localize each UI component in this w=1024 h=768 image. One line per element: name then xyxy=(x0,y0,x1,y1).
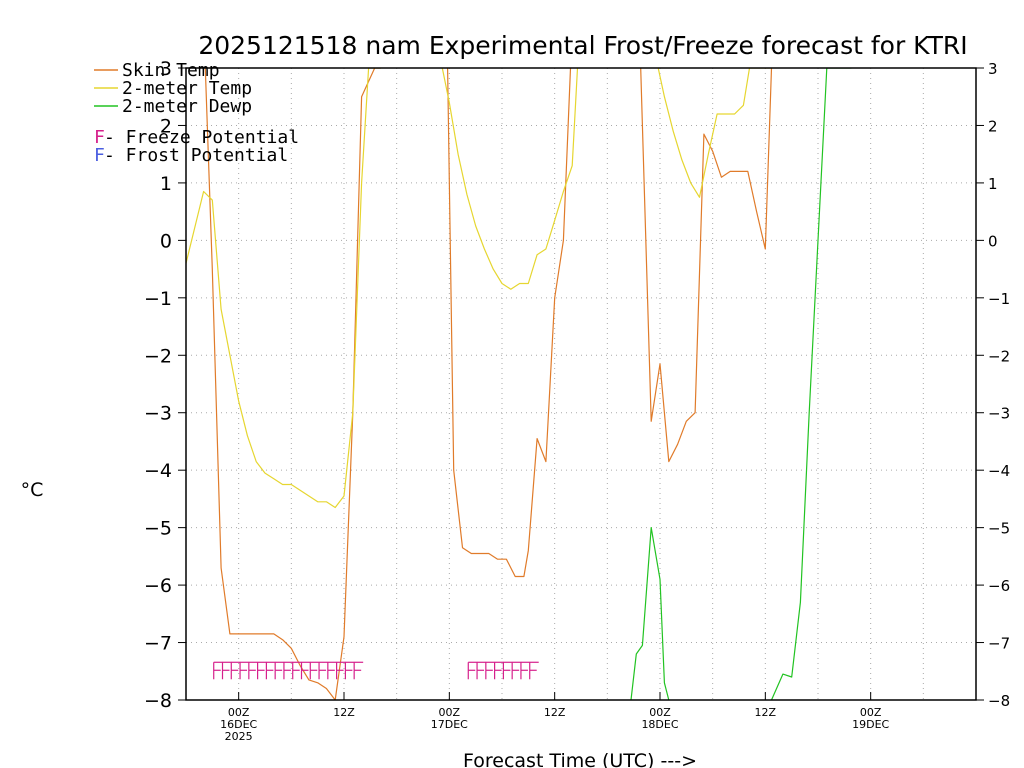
freeze-potential-marker xyxy=(494,661,504,680)
x-axis-label: Forecast Time (UTC) ---> xyxy=(463,750,697,768)
plot-frame xyxy=(185,67,977,701)
y-tick-label-right: −7 xyxy=(988,635,1010,653)
x-tick-label: 00Z xyxy=(649,706,671,719)
freeze-potential-markers xyxy=(213,661,539,680)
freeze-potential-marker xyxy=(336,661,346,680)
x-tick-label: 18DEC xyxy=(641,718,678,731)
legend-potential-label: - Freeze Potential xyxy=(104,127,299,148)
y-tick-label: −5 xyxy=(144,518,172,540)
freeze-potential-marker xyxy=(318,661,329,680)
series-2-meter-temp xyxy=(441,68,579,290)
y-tick-label: −2 xyxy=(144,345,172,367)
freeze-potential-marker xyxy=(221,661,232,680)
y-tick-label: −8 xyxy=(144,690,172,712)
legend-potential-symbol: F xyxy=(94,127,105,148)
x-tick-label: 12Z xyxy=(544,706,566,719)
y-tick-label-right: 1 xyxy=(988,175,998,193)
freeze-potential-marker xyxy=(529,661,539,680)
freeze-potential-marker xyxy=(274,661,285,680)
series-2-meter-dewp xyxy=(630,526,670,700)
x-tick-label: 12Z xyxy=(333,706,355,719)
y-tick-label: −1 xyxy=(144,288,172,310)
x-tick-label: 00Z xyxy=(860,706,882,719)
y-tick-label-right: −8 xyxy=(988,692,1010,710)
series-skin-temp xyxy=(640,68,773,463)
y-tick-label: −4 xyxy=(144,460,172,482)
x-tick-label: 00Z xyxy=(228,706,250,719)
y-axis-label: °C xyxy=(21,479,44,501)
y-tick-label-right: −3 xyxy=(988,405,1010,423)
y-tick-label-right: 3 xyxy=(988,60,998,78)
y-tick-label: 2 xyxy=(160,115,172,137)
y-tick-label-right: −5 xyxy=(988,520,1010,538)
y-tick-label-right: −2 xyxy=(988,347,1010,365)
x-tick-label: 19DEC xyxy=(852,718,889,731)
x-tick-label: 2025 xyxy=(225,730,253,743)
freeze-potential-marker xyxy=(467,661,478,680)
y-tick-label-right: −6 xyxy=(988,577,1010,595)
freeze-potential-marker xyxy=(476,661,487,680)
freeze-potential-marker xyxy=(265,661,276,680)
freeze-potential-marker xyxy=(248,661,258,680)
series-2-meter-temp xyxy=(657,68,772,198)
y-tick-label-right: −1 xyxy=(988,290,1010,308)
legend-potential-label: - Frost Potential xyxy=(104,145,288,166)
freeze-potential-marker xyxy=(502,661,513,680)
y-tick-label: −7 xyxy=(144,633,172,655)
freeze-potential-marker xyxy=(353,661,364,680)
chart-title: 2025121518 nam Experimental Frost/Freeze… xyxy=(198,31,967,60)
freeze-potential-marker xyxy=(344,661,355,680)
freeze-potential-marker xyxy=(239,661,250,680)
x-tick-label: 12Z xyxy=(755,706,777,719)
y-axis-right: 3 2 1 0 −1 −2 −3 −4 −5 −6 −7 −8 xyxy=(976,60,1010,710)
y-tick-label: 3 xyxy=(160,58,172,80)
y-tick-label: −6 xyxy=(144,575,172,597)
series-skin-temp xyxy=(204,68,381,700)
freeze-potential-marker xyxy=(283,661,293,680)
y-tick-label-right: 0 xyxy=(988,232,998,250)
grid-lines xyxy=(186,68,976,700)
x-tick-label: 17DEC xyxy=(431,718,468,731)
freeze-potential-marker xyxy=(292,661,302,680)
freeze-potential-marker xyxy=(327,661,337,680)
y-tick-label-right: 2 xyxy=(988,117,998,135)
series-2-meter-temp xyxy=(186,68,381,509)
freeze-potential-marker xyxy=(257,661,267,680)
freeze-potential-marker xyxy=(309,661,320,680)
legend-label: Skin Temp xyxy=(122,60,220,81)
series-2-meter-dewp xyxy=(770,68,852,700)
freeze-potential-marker xyxy=(485,661,495,680)
legend-potential-symbol: F xyxy=(94,145,105,166)
y-tick-label: 1 xyxy=(160,173,172,195)
y-tick-label: −3 xyxy=(144,403,172,425)
x-tick-label: 00Z xyxy=(439,706,461,719)
series-skin-temp xyxy=(447,68,572,578)
freeze-potential-marker xyxy=(230,661,241,680)
y-tick-label: 0 xyxy=(160,230,172,252)
y-axis-left: 3 2 1 0 −1 −2 −3 −4 −5 −6 −7 −8 xyxy=(144,58,186,712)
freeze-potential-marker xyxy=(213,661,223,680)
legend-label: 2-meter Dewp xyxy=(122,96,252,117)
y-tick-label-right: −4 xyxy=(988,462,1010,480)
series-group xyxy=(186,68,852,700)
freeze-potential-marker xyxy=(300,661,311,680)
legend-label: 2-meter Temp xyxy=(122,78,252,99)
freeze-potential-marker xyxy=(520,661,530,680)
x-tick-label: 16DEC xyxy=(220,718,257,731)
freeze-potential-marker xyxy=(511,661,522,680)
